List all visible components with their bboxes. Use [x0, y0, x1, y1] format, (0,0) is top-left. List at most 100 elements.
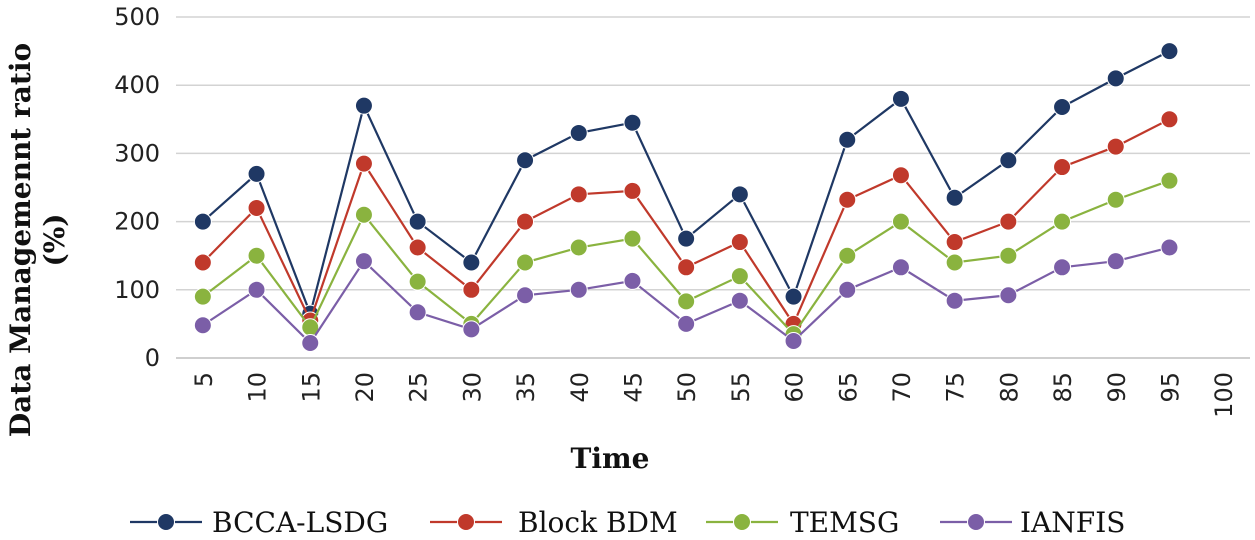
legend-entry: Block BDM [430, 506, 678, 539]
data-point [408, 238, 427, 257]
data-point [1160, 42, 1179, 61]
data-point [354, 154, 373, 173]
data-point [999, 151, 1018, 170]
x-tick-label: 15 [297, 372, 325, 403]
data-point [1106, 137, 1125, 156]
data-point [193, 212, 212, 231]
x-tick-label: 5 [190, 372, 218, 387]
data-point [193, 253, 212, 272]
x-tick-label: 55 [727, 372, 755, 403]
data-point [1106, 190, 1125, 209]
legend-marker [967, 513, 985, 531]
data-point [354, 252, 373, 271]
data-point [462, 320, 481, 339]
data-point [247, 164, 266, 183]
data-point [569, 238, 588, 257]
data-point [677, 258, 696, 277]
data-point [1160, 238, 1179, 257]
data-point [730, 233, 749, 252]
data-point [999, 246, 1018, 265]
data-point [1053, 212, 1072, 231]
data-point [891, 212, 910, 231]
x-tick-label: 75 [942, 372, 970, 403]
data-point [945, 233, 964, 252]
y-axis-label: Data Managemennt ratio [4, 43, 37, 437]
data-point [838, 190, 857, 209]
x-tick-label: 20 [351, 372, 379, 403]
legend-entry: IANFIS [940, 506, 1125, 539]
data-point [408, 212, 427, 231]
data-point [569, 280, 588, 299]
data-point [354, 96, 373, 115]
data-point [193, 316, 212, 335]
data-point [891, 166, 910, 185]
data-point [784, 331, 803, 350]
x-tick-label: 45 [619, 372, 647, 403]
data-point [945, 253, 964, 272]
data-point [408, 272, 427, 291]
data-point [1053, 158, 1072, 177]
legend-marker [733, 513, 751, 531]
x-tick-label: 70 [888, 372, 916, 403]
x-tick-label: 95 [1156, 372, 1184, 403]
data-point [1160, 171, 1179, 190]
data-point [1053, 98, 1072, 117]
data-point [891, 258, 910, 277]
data-point [945, 291, 964, 310]
x-tick-label: 35 [512, 372, 540, 403]
x-tick-label: 40 [566, 372, 594, 403]
legend-entry: BCCA-LSDG [130, 506, 388, 539]
legend-label: Block BDM [518, 506, 678, 539]
legend-marker [157, 513, 175, 531]
x-axis-label: Time [571, 442, 650, 475]
x-axis-ticks: 5 10 15 20 25 30 35 40 45 50 55 60 65 70 75 80 85 90 95 100 [190, 372, 1238, 418]
x-tick-label: 25 [405, 372, 433, 403]
data-point [462, 280, 481, 299]
legend-label: BCCA-LSDG [212, 506, 388, 539]
data-point [408, 303, 427, 322]
data-point [730, 267, 749, 286]
data-point [677, 229, 696, 248]
data-point [193, 287, 212, 306]
data-point [784, 287, 803, 306]
x-tick-label: 60 [781, 372, 809, 403]
data-point [516, 212, 535, 231]
data-point [516, 253, 535, 272]
data-point [247, 246, 266, 265]
legend-label: IANFIS [1020, 506, 1125, 539]
data-point [730, 291, 749, 310]
x-tick-label: 10 [244, 372, 272, 403]
legend-marker [457, 513, 475, 531]
data-point [1106, 69, 1125, 88]
data-point [730, 185, 749, 204]
y-tick-label: 400 [114, 71, 160, 99]
series-ianfis [193, 238, 1179, 352]
data-point [623, 229, 642, 248]
data-point [1053, 258, 1072, 277]
data-point [891, 89, 910, 108]
series-temsg [193, 171, 1179, 344]
data-point [838, 246, 857, 265]
legend: BCCA-LSDG Block BDM TEMSG IANFIS [130, 506, 1125, 539]
y-tick-label: 500 [114, 3, 160, 31]
data-point [516, 151, 535, 170]
legend-entry: TEMSG [706, 506, 899, 539]
data-point [838, 280, 857, 299]
x-tick-label: 65 [834, 372, 862, 403]
x-tick-label: 30 [458, 372, 486, 403]
data-point [569, 123, 588, 142]
data-point [247, 198, 266, 217]
data-point [623, 181, 642, 200]
data-point [999, 212, 1018, 231]
data-point [838, 130, 857, 149]
y-tick-label: 0 [145, 344, 160, 372]
data-point [247, 280, 266, 299]
series-block-bdm [193, 110, 1179, 333]
data-point [1106, 252, 1125, 271]
y-tick-label: 100 [114, 276, 160, 304]
data-point [677, 292, 696, 311]
data-point [354, 205, 373, 224]
x-tick-label: 50 [673, 372, 701, 403]
data-point [516, 286, 535, 305]
